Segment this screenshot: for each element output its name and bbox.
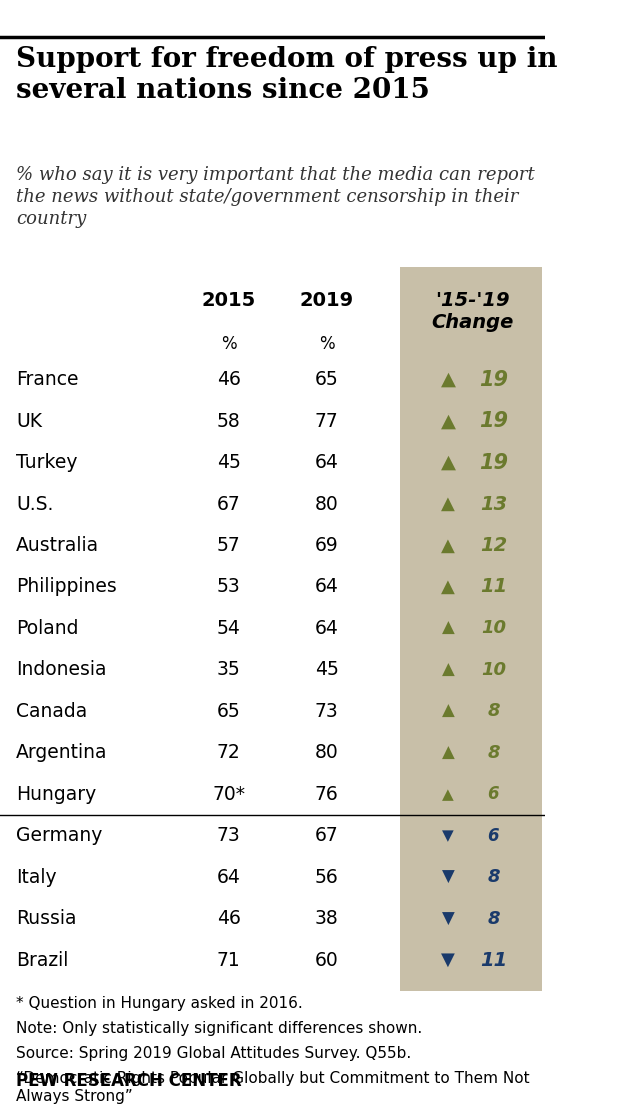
Text: Note: Only statistically significant differences shown.: Note: Only statistically significant dif… xyxy=(16,1022,423,1036)
Text: 10: 10 xyxy=(481,660,506,679)
Text: ▲: ▲ xyxy=(441,411,456,431)
Text: 76: 76 xyxy=(315,784,339,803)
Text: 11: 11 xyxy=(480,951,507,970)
Text: 80: 80 xyxy=(315,743,339,762)
Text: % who say it is very important that the media can report
the news without state/: % who say it is very important that the … xyxy=(16,166,535,228)
Text: 8: 8 xyxy=(487,910,500,927)
Text: ▲: ▲ xyxy=(441,495,455,513)
Text: 64: 64 xyxy=(315,577,339,596)
Text: Australia: Australia xyxy=(16,536,99,555)
Text: 58: 58 xyxy=(217,411,241,431)
Text: 71: 71 xyxy=(217,951,241,970)
Text: 65: 65 xyxy=(315,370,339,389)
Text: ▲: ▲ xyxy=(442,787,454,802)
Text: Russia: Russia xyxy=(16,909,77,929)
Text: “Democratic Rights Popular Globally but Commitment to Them Not
Always Strong”: “Democratic Rights Popular Globally but … xyxy=(16,1071,530,1104)
Text: %: % xyxy=(221,335,237,353)
Text: Poland: Poland xyxy=(16,619,79,638)
Text: 45: 45 xyxy=(315,660,339,679)
Bar xyxy=(401,267,542,991)
Text: ▲: ▲ xyxy=(441,370,456,389)
Text: 65: 65 xyxy=(217,701,241,721)
Text: 38: 38 xyxy=(315,909,339,929)
Text: 54: 54 xyxy=(217,619,241,638)
Text: ▲: ▲ xyxy=(441,536,455,554)
Text: Canada: Canada xyxy=(16,701,87,721)
Text: 56: 56 xyxy=(315,868,339,886)
Text: Turkey: Turkey xyxy=(16,453,78,472)
Text: Germany: Germany xyxy=(16,827,103,845)
Text: France: France xyxy=(16,370,79,389)
Text: * Question in Hungary asked in 2016.: * Question in Hungary asked in 2016. xyxy=(16,996,303,1010)
Text: Source: Spring 2019 Global Attitudes Survey. Q55b.: Source: Spring 2019 Global Attitudes Sur… xyxy=(16,1046,412,1061)
Text: Support for freedom of press up in
several nations since 2015: Support for freedom of press up in sever… xyxy=(16,45,558,104)
Text: 77: 77 xyxy=(315,411,339,431)
Text: 69: 69 xyxy=(315,536,339,555)
Text: ▼: ▼ xyxy=(442,910,454,927)
Text: 67: 67 xyxy=(217,494,241,513)
Text: 57: 57 xyxy=(217,536,241,555)
Text: 6: 6 xyxy=(487,786,499,803)
Text: ▲: ▲ xyxy=(442,702,454,720)
Text: Italy: Italy xyxy=(16,868,57,886)
Text: 73: 73 xyxy=(217,827,241,845)
Text: Philippines: Philippines xyxy=(16,577,117,596)
Text: 72: 72 xyxy=(217,743,241,762)
Text: 80: 80 xyxy=(315,494,339,513)
Text: 6: 6 xyxy=(487,827,499,844)
Text: UK: UK xyxy=(16,411,42,431)
Text: 46: 46 xyxy=(217,909,241,929)
Text: 19: 19 xyxy=(479,411,508,431)
Text: %: % xyxy=(319,335,335,353)
Text: ▲: ▲ xyxy=(442,619,454,637)
Text: 19: 19 xyxy=(479,452,508,473)
Text: 45: 45 xyxy=(217,453,241,472)
Text: ▲: ▲ xyxy=(442,743,454,762)
Text: U.S.: U.S. xyxy=(16,494,54,513)
Text: 46: 46 xyxy=(217,370,241,389)
Text: 35: 35 xyxy=(217,660,241,679)
Text: 64: 64 xyxy=(217,868,241,886)
Text: 67: 67 xyxy=(315,827,339,845)
Text: Indonesia: Indonesia xyxy=(16,660,107,679)
Text: ▼: ▼ xyxy=(442,828,454,843)
Text: 13: 13 xyxy=(480,494,507,513)
Text: Argentina: Argentina xyxy=(16,743,108,762)
Text: 60: 60 xyxy=(315,951,339,970)
Text: 64: 64 xyxy=(315,619,339,638)
Text: ▼: ▼ xyxy=(442,869,454,886)
Text: 64: 64 xyxy=(315,453,339,472)
Text: ▲: ▲ xyxy=(441,453,456,472)
Text: 8: 8 xyxy=(487,702,500,720)
Text: 12: 12 xyxy=(480,536,507,555)
Text: Brazil: Brazil xyxy=(16,951,69,970)
Text: '15-'19
Change: '15-'19 Change xyxy=(432,291,514,332)
Text: 2015: 2015 xyxy=(202,291,256,310)
Text: 8: 8 xyxy=(487,869,500,886)
Text: 70*: 70* xyxy=(212,784,246,803)
Text: ▼: ▼ xyxy=(441,951,455,970)
Text: 11: 11 xyxy=(480,577,507,596)
Text: Hungary: Hungary xyxy=(16,784,97,803)
Text: ▲: ▲ xyxy=(441,578,455,596)
Text: 10: 10 xyxy=(481,619,506,637)
Text: PEW RESEARCH CENTER: PEW RESEARCH CENTER xyxy=(16,1073,242,1090)
Text: ▲: ▲ xyxy=(442,660,454,679)
Text: 53: 53 xyxy=(217,577,241,596)
Text: 8: 8 xyxy=(487,743,500,762)
Text: 73: 73 xyxy=(315,701,339,721)
Text: 2019: 2019 xyxy=(299,291,354,310)
Text: 19: 19 xyxy=(479,370,508,390)
